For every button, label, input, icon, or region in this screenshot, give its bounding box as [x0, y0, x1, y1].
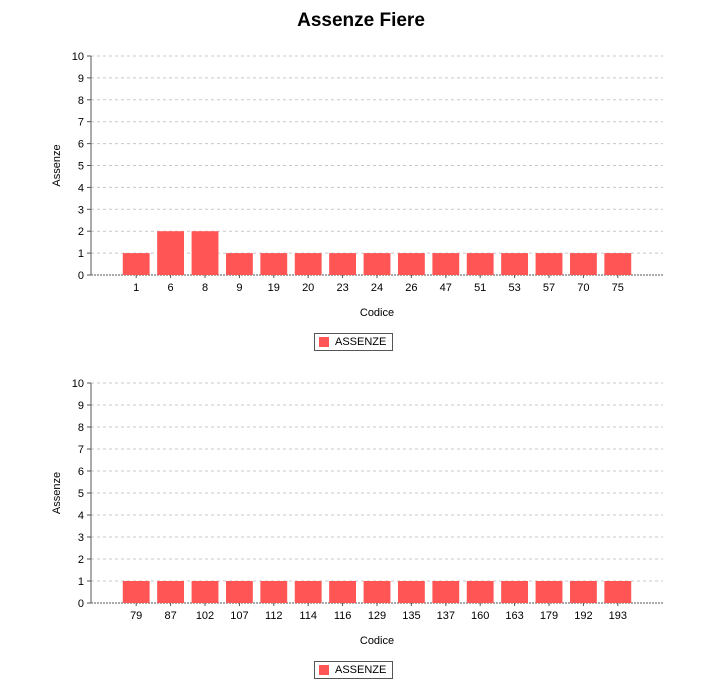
bar	[191, 231, 219, 275]
bar	[432, 253, 460, 275]
x-axis-label: Codice	[360, 635, 394, 647]
x-tick-label: 20	[302, 282, 314, 294]
x-tick-label: 87	[164, 610, 176, 622]
bar	[535, 581, 563, 603]
legend-label: ASSENZE	[335, 336, 387, 348]
x-tick-label: 79	[130, 610, 142, 622]
y-tick-label: 2	[78, 226, 84, 238]
bar	[122, 581, 150, 603]
x-tick-label: 192	[574, 610, 592, 622]
x-tick-label: 107	[230, 610, 248, 622]
legend-swatch	[319, 337, 329, 347]
bar	[225, 581, 253, 603]
bar	[569, 253, 597, 275]
x-tick-label: 47	[440, 282, 452, 294]
bar	[604, 581, 632, 603]
bar	[225, 253, 253, 275]
legend-bottom: ASSENZE	[314, 661, 394, 679]
bar	[363, 581, 391, 603]
x-tick-label: 24	[371, 282, 383, 294]
x-tick-label: 163	[505, 610, 523, 622]
x-tick-label: 23	[336, 282, 348, 294]
y-tick-label: 1	[78, 248, 84, 260]
bar	[466, 581, 494, 603]
legend-swatch	[319, 665, 329, 675]
bar	[260, 581, 288, 603]
legend-label: ASSENZE	[335, 664, 387, 676]
bar	[329, 581, 357, 603]
y-tick-label: 4	[78, 510, 84, 522]
x-tick-label: 57	[543, 282, 555, 294]
y-tick-label: 7	[78, 444, 84, 456]
x-tick-label: 51	[474, 282, 486, 294]
y-tick-label: 6	[78, 466, 84, 478]
bar	[432, 581, 460, 603]
bar	[604, 253, 632, 275]
y-tick-label: 4	[78, 182, 84, 194]
x-axis-label: Codice	[360, 307, 394, 319]
y-tick-label: 0	[78, 270, 84, 282]
bar	[466, 253, 494, 275]
x-tick-label: 6	[168, 282, 174, 294]
bar	[397, 253, 425, 275]
x-tick-label: 112	[265, 610, 283, 622]
x-tick-label: 53	[508, 282, 520, 294]
x-tick-label: 193	[609, 610, 627, 622]
y-tick-label: 9	[78, 73, 84, 85]
x-tick-label: 75	[612, 282, 624, 294]
y-tick-label: 9	[78, 400, 84, 412]
bar	[501, 253, 529, 275]
x-tick-label: 19	[268, 282, 280, 294]
y-tick-label: 1	[78, 576, 84, 588]
y-tick-label: 6	[78, 139, 84, 151]
y-tick-label: 5	[78, 488, 84, 500]
bar	[260, 253, 288, 275]
bar	[122, 253, 150, 275]
x-tick-label: 26	[405, 282, 417, 294]
y-tick-label: 10	[72, 51, 84, 63]
bar	[191, 581, 219, 603]
y-axis-label: Assenze	[51, 144, 63, 186]
bar	[294, 581, 322, 603]
x-tick-label: 160	[471, 610, 489, 622]
x-tick-label: 129	[368, 610, 386, 622]
x-tick-label: 8	[202, 282, 208, 294]
y-tick-label: 3	[78, 204, 84, 216]
y-tick-label: 8	[78, 422, 84, 434]
bar	[397, 581, 425, 603]
bar	[157, 231, 185, 275]
y-tick-label: 8	[78, 95, 84, 107]
x-tick-label: 137	[437, 610, 455, 622]
bar	[569, 581, 597, 603]
bar	[329, 253, 357, 275]
bar	[363, 253, 391, 275]
y-tick-label: 3	[78, 532, 84, 544]
bar	[535, 253, 563, 275]
x-tick-label: 114	[299, 610, 317, 622]
x-tick-label: 70	[577, 282, 589, 294]
bar	[294, 253, 322, 275]
bar	[157, 581, 185, 603]
x-tick-label: 179	[540, 610, 558, 622]
y-tick-label: 10	[72, 378, 84, 390]
y-tick-label: 0	[78, 598, 84, 610]
y-tick-label: 5	[78, 161, 84, 173]
x-tick-label: 135	[402, 610, 420, 622]
y-tick-label: 7	[78, 117, 84, 129]
legend-top: ASSENZE	[314, 333, 394, 351]
x-tick-label: 1	[133, 282, 139, 294]
x-tick-label: 116	[334, 610, 352, 622]
y-axis-label: Assenze	[51, 472, 63, 514]
x-tick-label: 102	[196, 610, 214, 622]
y-tick-label: 2	[78, 554, 84, 566]
chart-title: Assenze Fiere	[297, 10, 425, 31]
x-tick-label: 9	[236, 282, 242, 294]
bar	[501, 581, 529, 603]
